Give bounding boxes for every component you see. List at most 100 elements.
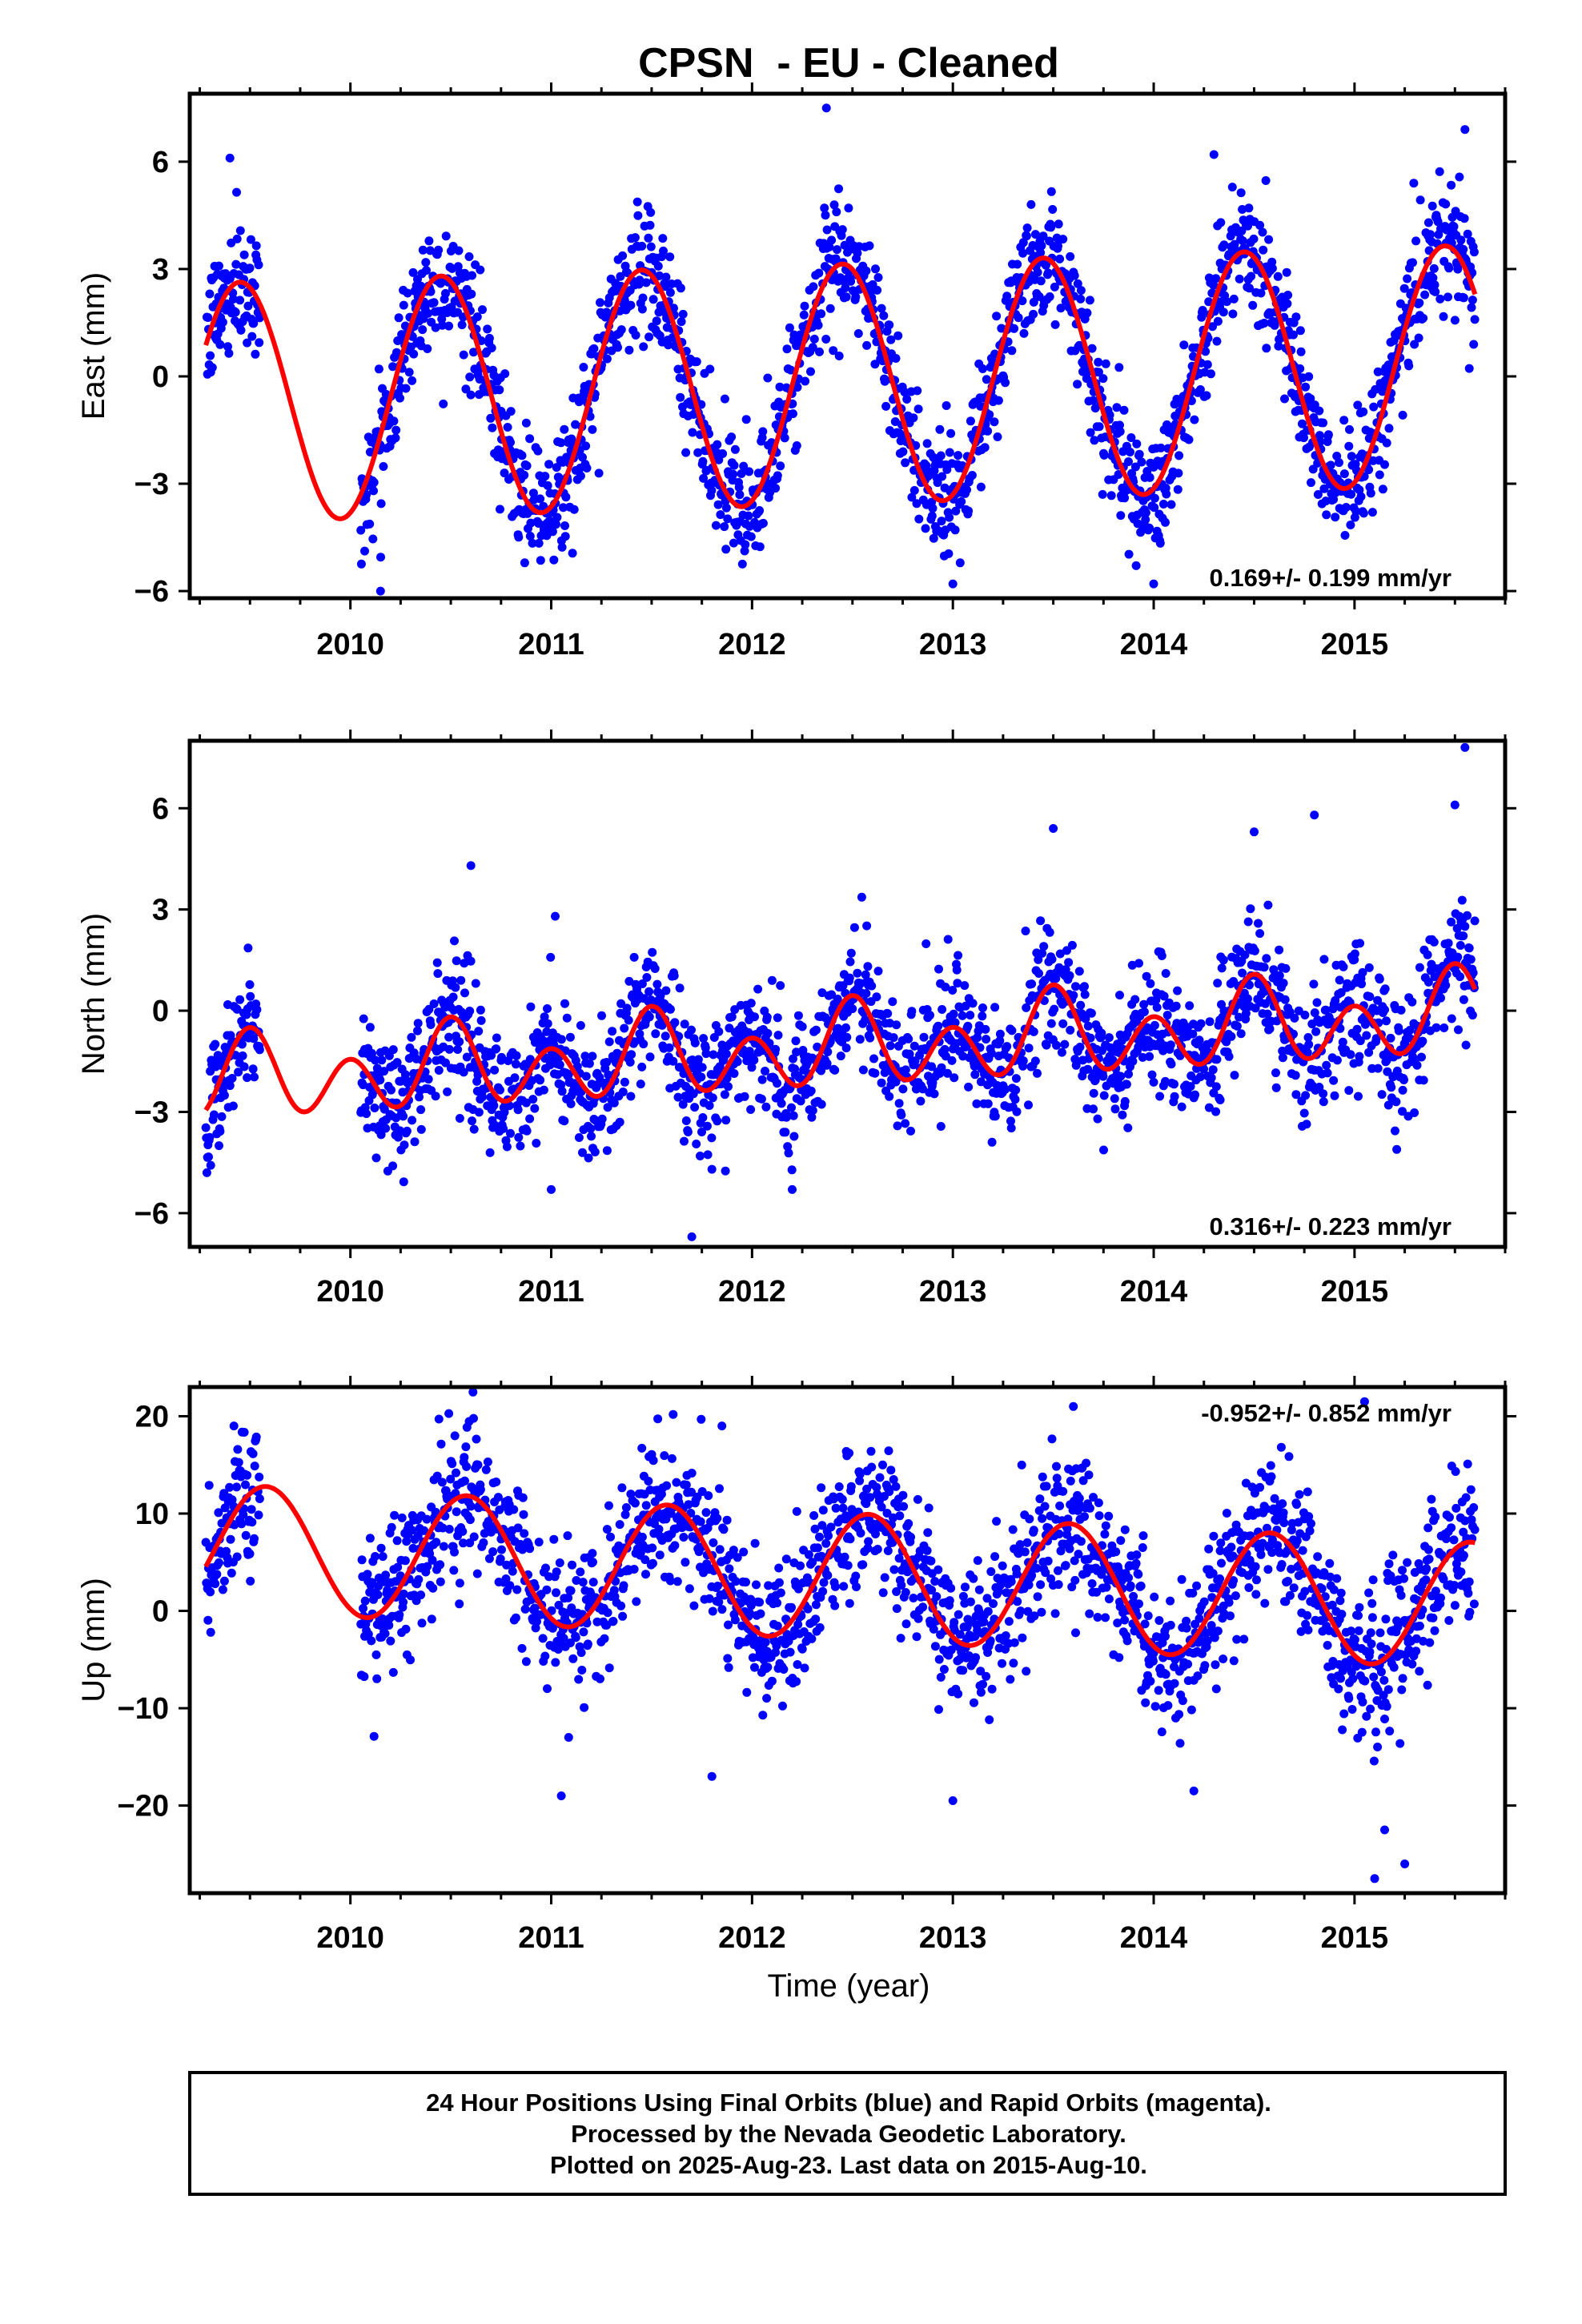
- data-point: [456, 975, 466, 985]
- data-point: [960, 981, 970, 991]
- data-point: [776, 461, 785, 471]
- data-point: [520, 470, 529, 480]
- data-point: [1283, 291, 1293, 300]
- data-point: [565, 1638, 575, 1647]
- data-point: [779, 1665, 789, 1674]
- data-point: [785, 1647, 795, 1657]
- data-point: [518, 1545, 528, 1554]
- data-point: [469, 348, 478, 357]
- data-point: [880, 376, 889, 386]
- data-point: [1332, 1055, 1342, 1065]
- data-point: [720, 522, 729, 532]
- data-point: [233, 1445, 243, 1454]
- data-point: [204, 1152, 213, 1162]
- data-point: [708, 1606, 717, 1616]
- data-point: [902, 395, 912, 404]
- data-point: [580, 1703, 589, 1712]
- data-point: [1430, 280, 1439, 290]
- data-point: [1001, 378, 1010, 388]
- data-point: [1156, 443, 1166, 452]
- data-point: [1367, 508, 1377, 517]
- data-point: [675, 983, 685, 993]
- data-point: [486, 413, 496, 423]
- data-point: [776, 1588, 785, 1598]
- data-point: [913, 404, 923, 414]
- data-point: [861, 1015, 869, 1025]
- data-point: [1429, 937, 1439, 947]
- x-tick-label: 2015: [1321, 628, 1389, 661]
- data-point: [644, 1477, 653, 1486]
- data-point: [978, 1003, 987, 1012]
- data-point: [698, 456, 708, 466]
- data-point: [624, 1015, 633, 1025]
- data-point: [466, 861, 476, 870]
- data-point: [885, 1041, 895, 1051]
- data-point: [1150, 1020, 1159, 1030]
- data-point: [658, 234, 668, 243]
- data-point: [1301, 382, 1311, 392]
- data-point: [1375, 975, 1384, 984]
- data-point: [644, 1012, 654, 1022]
- data-point: [1060, 1039, 1070, 1049]
- data-point: [1250, 946, 1259, 955]
- data-point: [372, 1063, 382, 1073]
- data-point: [1232, 1021, 1242, 1031]
- data-point: [906, 1126, 915, 1136]
- data-point: [1339, 469, 1349, 479]
- data-point: [1382, 1016, 1391, 1026]
- data-point: [582, 464, 592, 472]
- data-point: [496, 1554, 505, 1563]
- data-point: [796, 1561, 805, 1570]
- data-point: [357, 1555, 367, 1565]
- data-point: [713, 1582, 722, 1590]
- data-point: [1213, 316, 1223, 326]
- data-point: [723, 1654, 733, 1663]
- data-point: [448, 1459, 457, 1469]
- data-point: [247, 332, 257, 341]
- data-point: [648, 295, 658, 304]
- data-point: [543, 480, 552, 490]
- data-point: [825, 304, 835, 313]
- data-point: [813, 1543, 822, 1553]
- data-point: [913, 386, 922, 396]
- data-point: [1124, 549, 1134, 559]
- data-point: [230, 1520, 239, 1530]
- data-point: [1090, 436, 1099, 445]
- data-point: [865, 1033, 875, 1043]
- data-point: [1155, 1092, 1165, 1101]
- data-point: [248, 1064, 258, 1074]
- chart-title: CPSN - EU - Cleaned: [638, 40, 1059, 86]
- data-point: [502, 1142, 512, 1152]
- data-point: [789, 1111, 798, 1120]
- data-point: [792, 1677, 801, 1687]
- data-point: [371, 1650, 381, 1659]
- data-point: [410, 1137, 420, 1147]
- data-point: [254, 1510, 263, 1520]
- data-point: [521, 1098, 531, 1108]
- data-point: [1470, 315, 1480, 324]
- data-point: [618, 1088, 628, 1096]
- data-point: [1263, 1009, 1272, 1019]
- data-point: [517, 451, 527, 460]
- data-point: [646, 242, 656, 251]
- data-point: [1315, 406, 1324, 416]
- data-point: [918, 1084, 928, 1094]
- data-point: [861, 989, 871, 998]
- data-point: [243, 301, 253, 311]
- data-point: [733, 1553, 742, 1562]
- data-point: [417, 1618, 427, 1628]
- data-point: [814, 268, 824, 278]
- data-point: [1217, 963, 1227, 973]
- data-point: [761, 1638, 770, 1647]
- data-point: [848, 1004, 857, 1014]
- data-point: [1237, 226, 1247, 235]
- data-point: [1382, 438, 1391, 448]
- data-point: [397, 1513, 407, 1522]
- data-point: [421, 258, 431, 267]
- data-point: [1423, 218, 1433, 227]
- data-point: [1045, 927, 1054, 937]
- data-point: [1281, 963, 1291, 973]
- data-point: [644, 233, 653, 243]
- data-point: [873, 967, 883, 976]
- data-point: [792, 1047, 801, 1057]
